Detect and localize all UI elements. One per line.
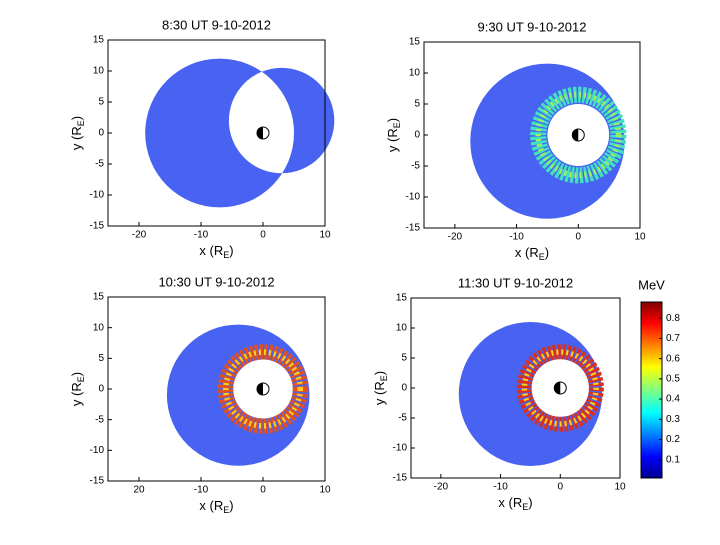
y-tick-label: 15 — [93, 35, 105, 46]
x-tick-label: -10 — [194, 230, 209, 241]
y-tick-label: 15 — [409, 37, 421, 48]
y-tick-label: 10 — [93, 66, 105, 77]
x-label-part: ) — [229, 498, 233, 513]
y-tick-label: 15 — [396, 293, 408, 304]
y-tick-label: -15 — [90, 221, 105, 232]
y-label-part: E — [392, 122, 402, 128]
y-tick-label: 0 — [414, 130, 420, 141]
x-axis-label: x (RE) — [199, 498, 233, 515]
x-label-part: E — [223, 250, 229, 260]
y-axis-label: y (RE) — [69, 372, 86, 406]
x-tick-label: -20 — [448, 232, 463, 243]
x-tick-label: -10 — [493, 482, 508, 493]
x-tick-label: 10 — [319, 230, 331, 241]
colorbar-tick-label: 0.8 — [666, 313, 680, 324]
y-label-part: E — [76, 376, 86, 382]
ring-core — [521, 349, 599, 427]
x-tick-label: 0 — [260, 230, 266, 241]
y-label-part: y (R — [372, 381, 387, 405]
colorbar-tick-label: 0.3 — [666, 414, 680, 425]
particle-cloud — [145, 58, 335, 208]
ring-core — [535, 91, 622, 179]
y-tick-label: -15 — [393, 473, 408, 484]
earth-night — [257, 383, 263, 395]
x-tick-label: 20 — [133, 485, 145, 496]
y-tick-label: 0 — [98, 128, 104, 139]
x-tick-label: -10 — [509, 232, 524, 243]
y-tick-label: -15 — [406, 223, 421, 234]
y-label-part: y (R — [69, 382, 84, 406]
x-axis-label: x (RE) — [498, 495, 532, 512]
x-tick-label: 0 — [558, 482, 564, 493]
y-tick-label: 0 — [98, 384, 104, 395]
x-tick-label: 0 — [576, 232, 582, 243]
y-tick-label: 10 — [396, 323, 408, 334]
x-label-part: x (R — [515, 245, 539, 260]
y-axis-label: y (RE) — [69, 116, 86, 150]
x-label-part: x (R — [199, 498, 223, 513]
y-tick-label: -15 — [90, 476, 105, 487]
y-label-part: y (R — [385, 128, 400, 152]
x-tick-label: 10 — [634, 232, 646, 243]
y-tick-label: 0 — [401, 383, 407, 394]
x-tick-label: 10 — [614, 482, 626, 493]
x-axis-label: x (RE) — [199, 243, 233, 260]
y-tick-label: 5 — [98, 353, 104, 364]
colorbar-tick-label: 0.7 — [666, 333, 680, 344]
colorbar-tick-label: 0.1 — [666, 454, 680, 465]
y-tick-label: 5 — [98, 97, 104, 108]
panel-title: 11:30 UT 9-10-2012 — [458, 275, 573, 290]
panel-title: 8:30 UT 9-10-2012 — [162, 17, 271, 32]
y-tick-label: 10 — [93, 322, 105, 333]
y-axis-label: y (RE) — [372, 371, 389, 405]
y-tick-label: -5 — [95, 159, 104, 170]
panel-title: 10:30 UT 9-10-2012 — [158, 274, 274, 289]
x-tick-label: -20 — [434, 482, 449, 493]
y-tick-label: 5 — [401, 353, 407, 364]
y-tick-label: -5 — [411, 161, 420, 172]
x-tick-label: 0 — [260, 485, 266, 496]
colorbar-tick-label: 0.4 — [666, 394, 680, 405]
y-tick-label: 10 — [409, 68, 421, 79]
earth-night — [572, 129, 579, 141]
x-label-part: ) — [528, 495, 532, 510]
y-tick-label: -10 — [406, 192, 421, 203]
x-label-part: x (R — [498, 495, 522, 510]
y-tick-label: -5 — [398, 413, 407, 424]
colorbar-label: MeV — [638, 277, 665, 292]
y-tick-label: -10 — [393, 443, 408, 454]
y-label-part: E — [379, 375, 389, 381]
panel-title: 9:30 UT 9-10-2012 — [478, 19, 587, 34]
x-label-part: E — [223, 505, 229, 515]
y-label-part: y (R — [69, 126, 84, 150]
y-label-part: ) — [69, 372, 84, 376]
x-label-part: E — [539, 252, 545, 262]
y-label-part: E — [76, 120, 86, 126]
ring-core — [223, 349, 303, 429]
x-label-part: ) — [545, 245, 549, 260]
colorbar-tick-label: 0.2 — [666, 434, 680, 445]
colorbar-tick-label: 0.6 — [666, 353, 680, 364]
y-label-part: ) — [69, 116, 84, 120]
y-label-part: ) — [372, 371, 387, 375]
y-tick-label: 15 — [93, 292, 105, 303]
y-axis-label: y (RE) — [385, 118, 402, 152]
x-axis-label: x (RE) — [515, 245, 549, 262]
x-tick-label: -20 — [132, 230, 147, 241]
colorbar-tick-label: 0.5 — [666, 374, 680, 385]
x-label-part: ) — [229, 243, 233, 258]
earth-night — [257, 127, 263, 139]
y-tick-label: -5 — [95, 414, 104, 425]
x-tick-label: -10 — [194, 485, 209, 496]
earth-night — [554, 382, 561, 394]
x-label-part: E — [522, 502, 528, 512]
y-tick-label: -10 — [90, 445, 105, 456]
y-tick-label: -10 — [90, 190, 105, 201]
x-tick-label: 10 — [319, 485, 331, 496]
colorbar — [640, 301, 663, 479]
y-label-part: ) — [385, 118, 400, 122]
y-tick-label: 5 — [414, 99, 420, 110]
x-label-part: x (R — [199, 243, 223, 258]
